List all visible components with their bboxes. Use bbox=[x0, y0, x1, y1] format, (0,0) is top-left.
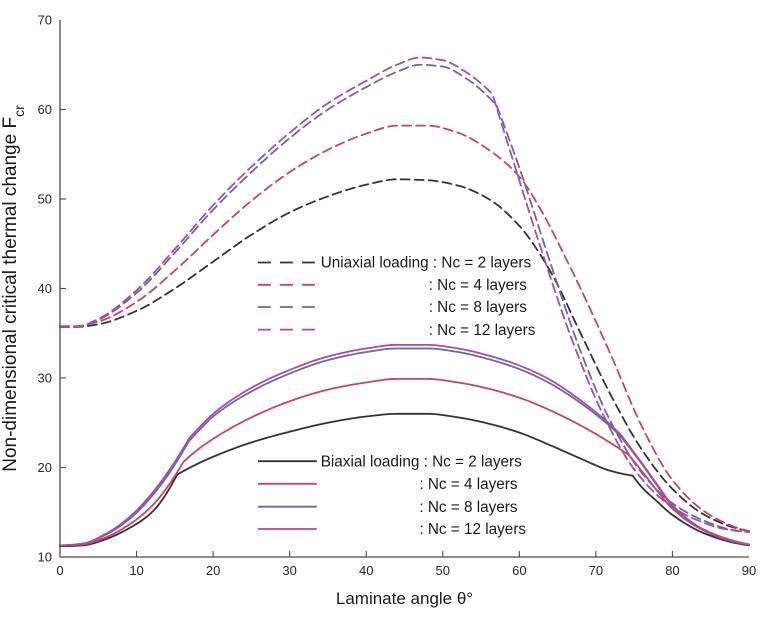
svg-text:50: 50 bbox=[38, 192, 52, 207]
svg-text:50: 50 bbox=[436, 563, 450, 578]
svg-text:30: 30 bbox=[38, 371, 52, 386]
svg-text:60: 60 bbox=[38, 102, 52, 117]
svg-text:: Nc = 12 layers: : Nc = 12 layers bbox=[429, 322, 536, 339]
svg-text:0: 0 bbox=[56, 563, 63, 578]
svg-text:: Nc = 4 layers: : Nc = 4 layers bbox=[419, 476, 518, 493]
svg-text:90: 90 bbox=[742, 563, 756, 578]
svg-text:20: 20 bbox=[206, 563, 220, 578]
svg-text:Laminate angle θ°: Laminate angle θ° bbox=[336, 589, 473, 608]
svg-text:60: 60 bbox=[512, 563, 526, 578]
svg-text:10: 10 bbox=[129, 563, 143, 578]
svg-text:: Nc = 8 layers: : Nc = 8 layers bbox=[429, 299, 528, 316]
svg-text:20: 20 bbox=[38, 460, 52, 475]
svg-text:30: 30 bbox=[282, 563, 296, 578]
svg-text:Uniaxial loading : Nc = 2 laye: Uniaxial loading : Nc = 2 layers bbox=[321, 255, 532, 272]
svg-text:70: 70 bbox=[38, 13, 52, 28]
svg-text:80: 80 bbox=[665, 563, 679, 578]
svg-text:10: 10 bbox=[38, 550, 52, 565]
svg-text:40: 40 bbox=[38, 281, 52, 296]
svg-text:: Nc = 4 layers: : Nc = 4 layers bbox=[429, 277, 528, 294]
svg-text:: Nc = 12 layers: : Nc = 12 layers bbox=[419, 521, 526, 538]
svg-text:: Nc = 8 layers: : Nc = 8 layers bbox=[419, 499, 518, 516]
svg-text:40: 40 bbox=[359, 563, 373, 578]
svg-text:Biaxial loading : Nc = 2 layer: Biaxial loading : Nc = 2 layers bbox=[321, 453, 522, 470]
svg-text:70: 70 bbox=[589, 563, 603, 578]
